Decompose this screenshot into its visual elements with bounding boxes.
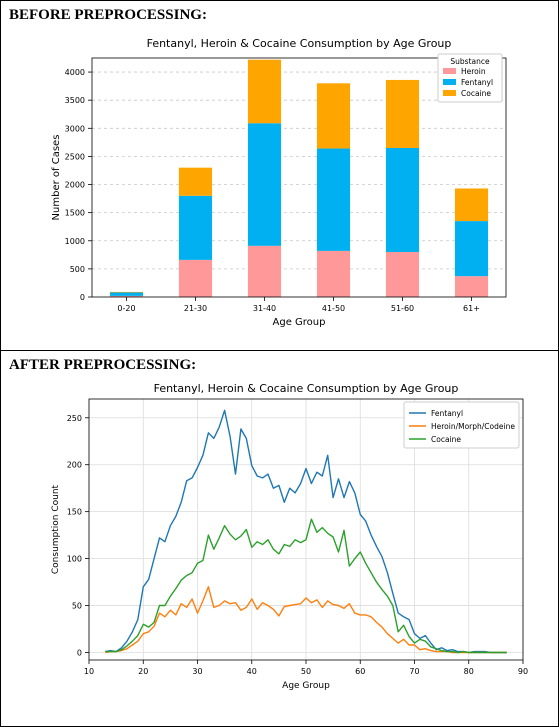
y-tick-label: 500 bbox=[70, 265, 85, 274]
legend-swatch-heroin bbox=[443, 68, 456, 74]
bar-cocaine-21-30 bbox=[178, 167, 213, 196]
bar-cocaine-31-40 bbox=[247, 59, 282, 124]
series-line-cocaine bbox=[105, 518, 507, 654]
stacked-bar-chart: Fentanyl, Heroin & Cocaine Consumption b… bbox=[51, 37, 507, 328]
y-tick-label: 3500 bbox=[65, 96, 85, 105]
x-tick-label: 51-60 bbox=[391, 304, 414, 313]
y-tick-label: 1500 bbox=[65, 209, 85, 218]
x-tick-label: 20 bbox=[138, 667, 148, 676]
y-tick-label: 1000 bbox=[65, 237, 85, 246]
x-tick-label: 80 bbox=[464, 667, 474, 676]
x-tick-label: 70 bbox=[409, 667, 419, 676]
bar-cocaine-51-60 bbox=[385, 79, 420, 148]
y-axis-label: Consumption Count bbox=[51, 484, 61, 574]
before-preprocessing-panel: BEFORE PREPROCESSING: Fentanyl, Heroin &… bbox=[0, 0, 559, 352]
x-axis-label: Age Group bbox=[282, 681, 330, 691]
plot-frame bbox=[88, 398, 524, 661]
x-tick-label: 50 bbox=[301, 667, 311, 676]
legend-label-heroin-morph-codeine: Heroin/Morph/Codeine bbox=[431, 422, 515, 431]
legend-swatch-fentanyl bbox=[443, 79, 456, 85]
x-tick-label: 31-40 bbox=[253, 304, 276, 313]
y-tick-label: 200 bbox=[67, 461, 82, 470]
bar-cocaine-0-20 bbox=[109, 291, 144, 293]
before-heading: BEFORE PREPROCESSING: bbox=[9, 7, 207, 23]
line-chart: Fentanyl, Heroin & Cocaine Consumption b… bbox=[51, 382, 528, 691]
bar-heroin-21-30 bbox=[178, 259, 213, 297]
legend-label-heroin: Heroin bbox=[461, 67, 486, 76]
bar-cocaine-41-50 bbox=[316, 83, 351, 149]
y-tick-label: 0 bbox=[80, 293, 85, 302]
x-tick-label: 10 bbox=[84, 667, 94, 676]
chart-title: Fentanyl, Heroin & Cocaine Consumption b… bbox=[147, 37, 452, 50]
y-tick-label: 50 bbox=[72, 602, 82, 611]
bar-cocaine-61+ bbox=[454, 188, 489, 222]
y-tick-label: 150 bbox=[67, 508, 82, 517]
x-tick-label: 41-50 bbox=[322, 304, 345, 313]
plot-frame bbox=[91, 57, 507, 298]
bar-fentanyl-61+ bbox=[454, 221, 489, 277]
legend-label-cocaine: Cocaine bbox=[461, 89, 491, 98]
after-heading: AFTER PREPROCESSING: bbox=[9, 357, 197, 373]
y-tick-label: 3000 bbox=[65, 124, 85, 133]
bar-heroin-31-40 bbox=[247, 245, 282, 297]
bar-fentanyl-31-40 bbox=[247, 123, 282, 246]
bar-fentanyl-51-60 bbox=[385, 147, 420, 253]
x-tick-label: 40 bbox=[247, 667, 257, 676]
y-tick-label: 0 bbox=[77, 648, 82, 657]
bar-heroin-41-50 bbox=[316, 250, 351, 297]
legend-label-fentanyl: Fentanyl bbox=[431, 409, 463, 418]
y-axis-label: Number of Cases bbox=[51, 135, 62, 221]
x-tick-label: 0-20 bbox=[117, 304, 135, 313]
legend-label-fentanyl: Fentanyl bbox=[461, 78, 493, 87]
x-axis-label: Age Group bbox=[273, 317, 326, 328]
y-tick-label: 100 bbox=[67, 555, 82, 564]
legend-label-cocaine: Cocaine bbox=[431, 435, 461, 444]
y-tick-label: 250 bbox=[67, 414, 82, 423]
x-tick-label: 30 bbox=[192, 667, 202, 676]
bar-fentanyl-0-20 bbox=[109, 292, 144, 296]
legend-title: Substance bbox=[450, 57, 490, 66]
series-line-heroin-morph-codeine bbox=[105, 586, 507, 654]
x-tick-label: 21-30 bbox=[184, 304, 207, 313]
bar-fentanyl-41-50 bbox=[316, 148, 351, 251]
y-tick-label: 2000 bbox=[65, 181, 85, 190]
x-tick-label: 60 bbox=[355, 667, 365, 676]
y-tick-label: 4000 bbox=[65, 68, 85, 77]
bar-fentanyl-21-30 bbox=[178, 195, 213, 260]
after-preprocessing-panel: AFTER PREPROCESSING: Fentanyl, Heroin & … bbox=[0, 350, 559, 727]
x-tick-label: 90 bbox=[518, 667, 528, 676]
chart-title: Fentanyl, Heroin & Cocaine Consumption b… bbox=[154, 382, 459, 395]
legend-box bbox=[403, 401, 520, 449]
legend-swatch-cocaine bbox=[443, 90, 456, 96]
bar-heroin-51-60 bbox=[385, 252, 420, 297]
x-tick-label: 61+ bbox=[463, 304, 480, 313]
bar-heroin-61+ bbox=[454, 276, 489, 297]
y-tick-label: 2500 bbox=[65, 152, 85, 161]
bar-heroin-0-20 bbox=[109, 295, 144, 297]
legend: Fentanyl Heroin/Morph/Codeine Cocaine bbox=[403, 401, 520, 449]
series-line-fentanyl bbox=[105, 409, 507, 654]
